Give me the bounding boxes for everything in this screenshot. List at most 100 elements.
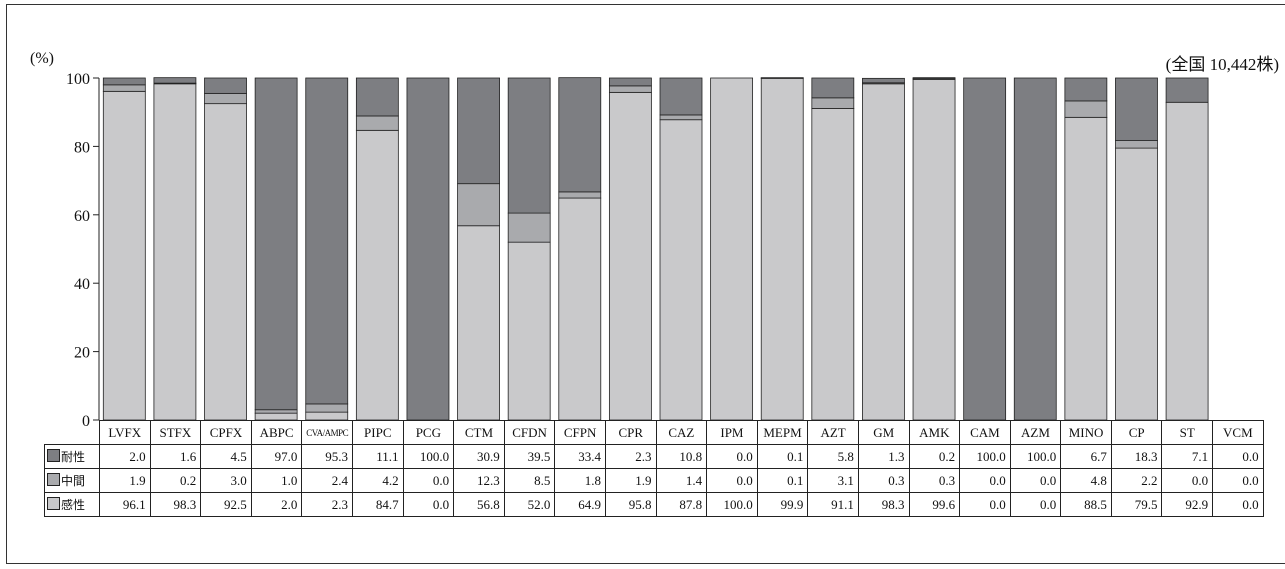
bar-segment-susceptible — [912, 78, 956, 421]
data-label: 0.1 — [756, 468, 809, 493]
data-label: 0.0 — [1009, 468, 1062, 493]
bar-segment-susceptible — [608, 91, 652, 421]
bar-segment-resistant — [507, 77, 551, 214]
bar-segment-resistant — [254, 77, 298, 411]
bar-segment-susceptible — [558, 197, 602, 421]
bar-segment-resistant — [305, 77, 349, 405]
bar-segment-susceptible — [305, 411, 349, 421]
data-label: 33.4 — [554, 444, 606, 469]
data-label: 4.8 — [1060, 468, 1112, 493]
data-label: 4.2 — [351, 468, 404, 493]
data-label: 100.0 — [959, 444, 1011, 469]
data-label: 98.3 — [149, 492, 202, 517]
table-header-row: LVFX STFX CPFX ABPC CVA/AMPC PIPC PCG CTM CFDN CF… — [44, 420, 1264, 445]
bar-segment-resistant — [862, 77, 905, 84]
bar-segment-susceptible — [204, 103, 247, 421]
data-label: 0.0 — [706, 468, 758, 493]
bar-segment-resistant — [912, 77, 956, 79]
y-tick-label: 40 — [74, 276, 90, 293]
bar-segment-susceptible — [1165, 101, 1209, 421]
chart-frame — [6, 4, 1285, 564]
category-label: CFDN — [503, 420, 556, 445]
data-label: 0.3 — [908, 468, 961, 493]
bar-segment-intermediate — [254, 409, 298, 414]
data-label: 39.5 — [503, 444, 556, 469]
data-label: 6.7 — [1060, 444, 1112, 469]
legend-label: 感性 — [61, 498, 86, 512]
data-label: 30.9 — [453, 444, 505, 469]
legend-swatch — [47, 497, 60, 510]
table-row: 中間 1.9 0.2 3.0 1.0 2.4 4.2 0.0 12.3 8.5 1.8 1.9 1.4 0… — [44, 468, 1264, 493]
bar-segment-intermediate — [355, 115, 399, 131]
category-label: CPR — [604, 420, 657, 445]
data-label: 95.3 — [301, 444, 353, 469]
legend-swatch — [47, 449, 60, 462]
bar-segment-susceptible — [1115, 147, 1158, 421]
data-label: 87.8 — [655, 492, 708, 517]
table-corner — [44, 420, 100, 445]
data-label: 2.2 — [1110, 468, 1163, 493]
data-label: 1.9 — [99, 468, 151, 493]
bar-segment-resistant — [355, 77, 399, 117]
data-label: 7.1 — [1161, 444, 1214, 469]
data-label: 84.7 — [351, 492, 404, 517]
bar-segment-resistant — [558, 77, 602, 193]
legend-entry: 耐性 — [44, 444, 100, 469]
category-label: AMK — [908, 420, 961, 445]
legend-swatch — [47, 473, 60, 486]
bar-segment-susceptible — [355, 129, 399, 421]
data-label: 0.0 — [706, 444, 758, 469]
bar-segment-susceptible — [254, 412, 298, 421]
data-label: 0.0 — [959, 468, 1011, 493]
data-label: 98.3 — [857, 492, 910, 517]
data-label: 100.0 — [706, 492, 758, 517]
y-tick-label: 80 — [74, 139, 90, 156]
legend-entry: 中間 — [44, 468, 100, 493]
category-label: CAZ — [655, 420, 708, 445]
data-label: 0.0 — [402, 468, 455, 493]
category-label: CTM — [453, 420, 505, 445]
legend-label: 耐性 — [61, 450, 86, 464]
data-label: 0.2 — [149, 468, 202, 493]
data-label: 64.9 — [554, 492, 606, 517]
category-label: IPM — [706, 420, 758, 445]
data-label: 0.1 — [756, 444, 809, 469]
y-tick-label: 60 — [74, 208, 90, 225]
bar-segment-intermediate — [102, 84, 146, 92]
bar-segment-intermediate — [1064, 100, 1108, 118]
data-label: 3.0 — [200, 468, 252, 493]
data-label: 18.3 — [1110, 444, 1163, 469]
category-label: CFPN — [554, 420, 606, 445]
data-label: 1.3 — [857, 444, 910, 469]
bar-segment-intermediate — [507, 212, 551, 243]
data-label: 1.9 — [604, 468, 657, 493]
y-axis-unit-label: (%) — [30, 50, 54, 67]
bar-segment-resistant — [1064, 77, 1108, 102]
category-label: AZT — [807, 420, 859, 445]
bar-segment-intermediate — [659, 114, 703, 121]
data-label: 0.0 — [1212, 444, 1264, 469]
bar-segment-intermediate — [305, 403, 349, 413]
data-label: 0.0 — [1212, 468, 1264, 493]
bar-segment-susceptible — [507, 241, 551, 421]
category-label: LVFX — [99, 420, 151, 445]
data-label: 96.1 — [99, 492, 151, 517]
data-table: LVFX STFX CPFX ABPC CVA/AMPC PIPC PCG CTM CFDN CF… — [44, 420, 1264, 517]
bar-segment-susceptible — [710, 77, 754, 421]
data-label: 99.6 — [908, 492, 961, 517]
bar-segment-susceptible — [811, 108, 855, 421]
category-label: GM — [857, 420, 910, 445]
category-label: AZM — [1009, 420, 1062, 445]
data-label: 5.8 — [807, 444, 859, 469]
legend-entry: 感性 — [44, 492, 100, 517]
data-label: 1.6 — [149, 444, 202, 469]
bar-segment-resistant — [811, 77, 855, 99]
bar-segment-resistant — [406, 77, 450, 421]
total-count-label: (全国 10,442株) — [1165, 55, 1279, 74]
data-label: 99.9 — [756, 492, 809, 517]
category-label: VCM — [1212, 420, 1264, 445]
table-row: 耐性 2.0 1.6 4.5 97.0 95.3 11.1 100.0 30.9 39.5 33.4… — [44, 444, 1264, 469]
data-label: 95.8 — [604, 492, 657, 517]
category-label: CVA/AMPC — [301, 420, 353, 445]
data-label: 4.5 — [200, 444, 252, 469]
